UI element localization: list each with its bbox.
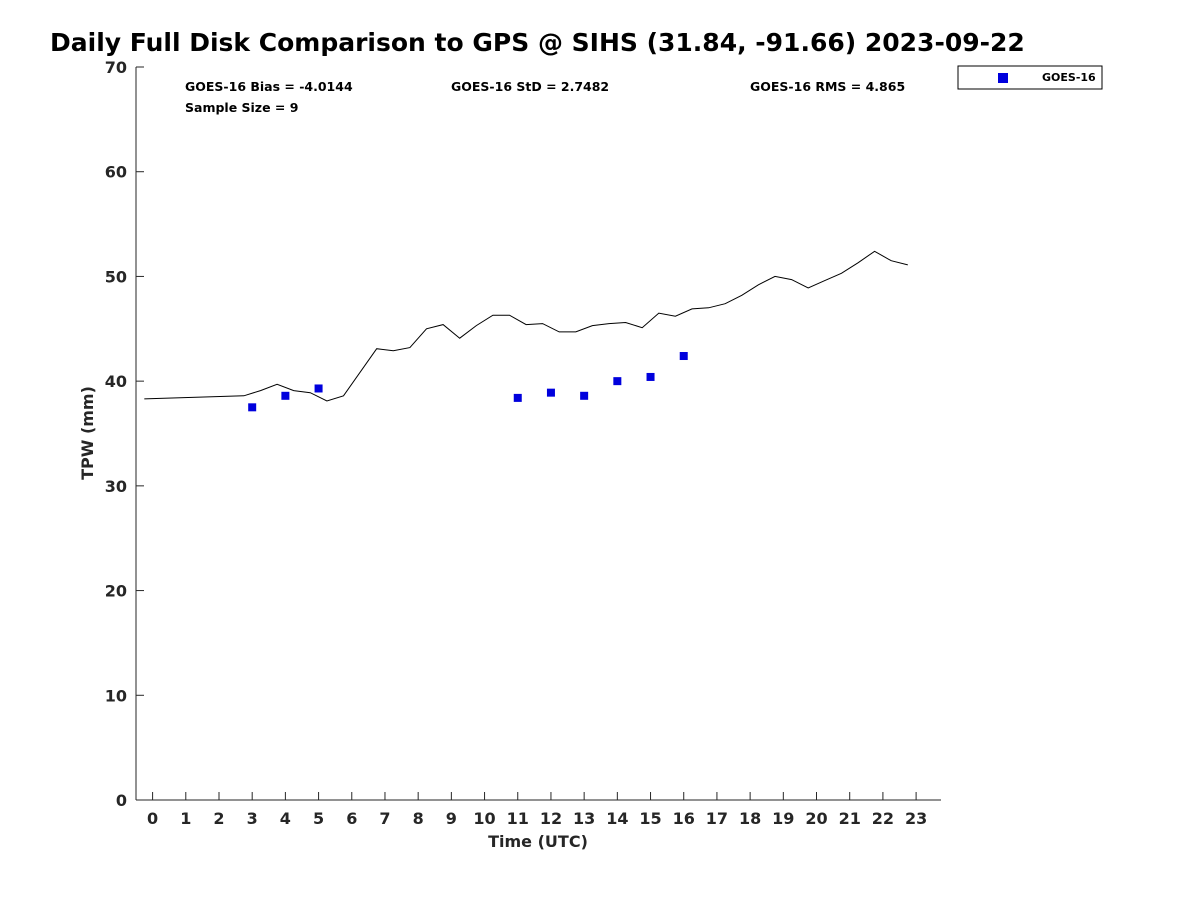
goes16-point — [314, 384, 323, 393]
marks — [144, 250, 908, 412]
x-tick-label: 22 — [872, 809, 894, 828]
goes16-point — [580, 391, 589, 400]
x-tick-label: 13 — [573, 809, 595, 828]
x-tick-label: 14 — [606, 809, 628, 828]
goes16-point — [679, 352, 688, 361]
goes16-point — [646, 372, 655, 381]
sample-size-stat: Sample Size = 9 — [185, 100, 298, 115]
x-tick-label: 12 — [540, 809, 562, 828]
x-tick-label: 19 — [772, 809, 794, 828]
axes — [135, 67, 941, 801]
x-tick-label: 3 — [247, 809, 258, 828]
x-tick-label: 18 — [739, 809, 761, 828]
y-tick-label: 70 — [105, 58, 127, 77]
legend-marker — [998, 73, 1008, 83]
y-tick-label: 20 — [105, 582, 127, 601]
y-tick-label: 10 — [105, 686, 127, 705]
x-tick-label: 21 — [839, 809, 861, 828]
legend-label: GOES-16 — [1042, 71, 1096, 84]
x-tick-label: 4 — [280, 809, 291, 828]
chart-title: Daily Full Disk Comparison to GPS @ SIHS… — [50, 28, 1025, 57]
bias-stat: GOES-16 Bias = -4.0144 — [185, 79, 353, 94]
x-tick-label: 0 — [147, 809, 158, 828]
std-stat: GOES-16 StD = 2.7482 — [451, 79, 609, 94]
legend-box — [957, 65, 1103, 90]
legend: GOES-16 — [957, 65, 1103, 90]
y-axis-label: TPW (mm) — [78, 386, 97, 480]
x-tick-label: 6 — [346, 809, 357, 828]
y-tick-label: 60 — [105, 163, 127, 182]
x-tick-label: 20 — [805, 809, 827, 828]
goes16-point — [546, 388, 555, 397]
y-tick-label: 40 — [105, 372, 127, 391]
goes16-point — [248, 403, 257, 412]
x-tick-label: 17 — [706, 809, 728, 828]
x-tick-label: 10 — [473, 809, 495, 828]
x-tick-label: 15 — [639, 809, 661, 828]
x-tick-label: 23 — [905, 809, 927, 828]
x-tick-label: 11 — [507, 809, 529, 828]
x-tick-label: 1 — [180, 809, 191, 828]
x-tick-label: 8 — [413, 809, 424, 828]
x-axis-label: Time (UTC) — [488, 832, 588, 851]
x-tick-label: 2 — [213, 809, 224, 828]
gps-line — [144, 250, 908, 402]
x-tick-label: 9 — [446, 809, 457, 828]
x-tick-label: 7 — [379, 809, 390, 828]
y-tick-label: 0 — [116, 791, 127, 810]
y-tick-label: 50 — [105, 267, 127, 286]
x-tick-label: 16 — [673, 809, 695, 828]
y-tick-label: 30 — [105, 477, 127, 496]
x-tick-label: 5 — [313, 809, 324, 828]
goes16-point — [513, 393, 522, 402]
goes16-point — [281, 391, 290, 400]
goes16-point — [613, 377, 622, 386]
rms-stat: GOES-16 RMS = 4.865 — [750, 79, 905, 94]
